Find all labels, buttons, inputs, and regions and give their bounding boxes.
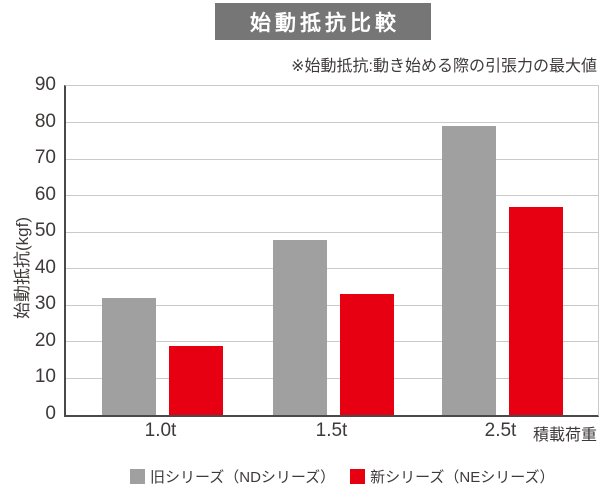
bar-ne-series-1.0t — [169, 346, 223, 415]
y-tick-label-10: 10 — [34, 366, 56, 388]
y-tick-label-30: 30 — [34, 293, 56, 315]
gridline-30 — [66, 304, 598, 306]
y-tick-label-60: 60 — [34, 183, 56, 205]
legend-swatch-nd-series — [130, 469, 145, 484]
chart-note: ※始動抵抗:動き始める際の引張力の最大値 — [291, 58, 597, 75]
y-tick-label-80: 80 — [34, 110, 56, 132]
x-tick-label-1.5t: 1.5t — [315, 420, 348, 441]
gridline-50 — [66, 231, 598, 233]
plot-area — [64, 85, 599, 417]
bar-nd-series-1.5t — [273, 240, 327, 415]
bar-ne-series-1.5t — [340, 294, 394, 415]
gridline-40 — [66, 268, 598, 270]
gridline-60 — [66, 195, 598, 197]
x-tick-label-2.5t: 2.5t — [484, 420, 517, 441]
x-tick-label-1.0t: 1.0t — [144, 420, 177, 441]
chart-title-box: 始動抵抗比較 — [215, 3, 431, 40]
y-tick-label-50: 50 — [34, 220, 56, 242]
y-tick-label-0: 0 — [45, 403, 56, 424]
bar-ne-series-2.5t — [509, 207, 563, 415]
x-axis-unit-label: 積載荷重 — [532, 427, 597, 444]
y-tick-label-20: 20 — [34, 329, 56, 351]
gridline-80 — [66, 122, 598, 124]
y-tick-label-70: 70 — [34, 147, 56, 169]
bar-nd-series-1.0t — [102, 298, 156, 415]
legend-label-ne-series: 新シリーズ（NEシリーズ） — [370, 469, 555, 486]
gridline-10 — [66, 377, 598, 379]
bar-nd-series-2.5t — [442, 126, 496, 415]
y-tick-label-90: 90 — [34, 74, 56, 95]
legend-swatch-ne-series — [350, 469, 366, 484]
gridline-70 — [66, 158, 598, 160]
gridline-20 — [66, 341, 598, 343]
legend-item-nd-series: 旧シリーズ（NDシリーズ） — [130, 466, 335, 487]
legend-label-nd-series: 旧シリーズ（NDシリーズ） — [150, 469, 336, 486]
y-tick-label-40: 40 — [34, 256, 56, 278]
legend: 旧シリーズ（NDシリーズ） 新シリーズ（NEシリーズ） — [130, 466, 555, 487]
chart-title: 始動抵抗比較 — [250, 11, 400, 35]
legend-item-ne-series: 新シリーズ（NEシリーズ） — [350, 466, 555, 487]
